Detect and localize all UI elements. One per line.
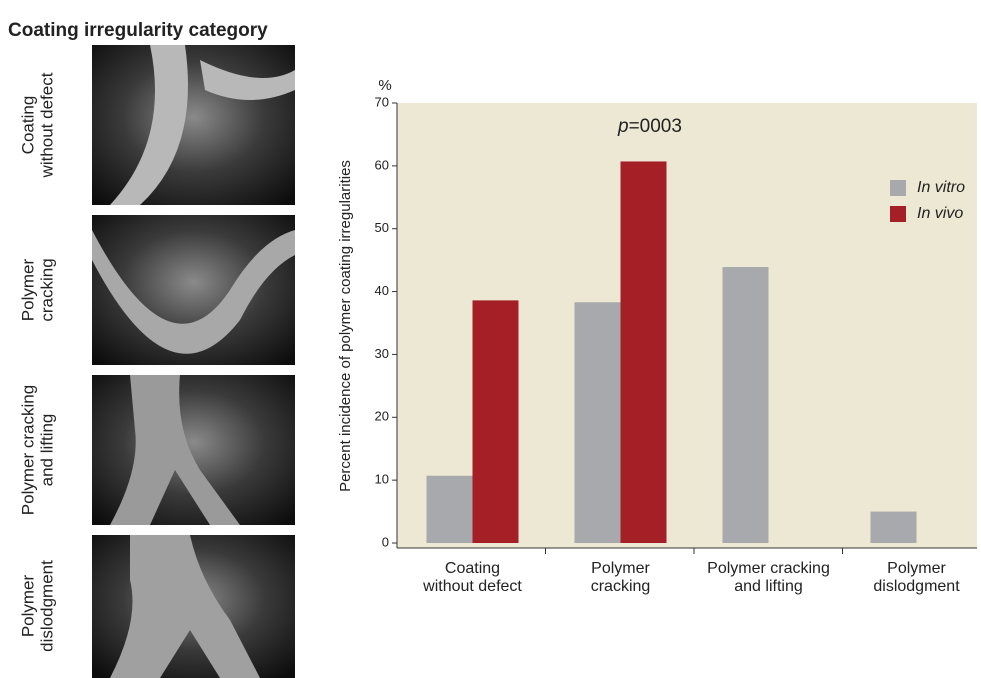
bar xyxy=(473,300,519,543)
bar xyxy=(427,476,473,543)
y-tick-label: 50 xyxy=(375,220,389,235)
legend-label: In vitro xyxy=(917,179,965,196)
bar xyxy=(575,302,621,543)
y-tick-label: 60 xyxy=(375,157,389,172)
legend-swatch xyxy=(890,206,906,222)
image-label: Polymer cracking xyxy=(19,258,56,321)
page: Coating irregularity category % Percent i… xyxy=(0,0,981,678)
legend-label: In vivo xyxy=(917,205,963,222)
y-tick-label: 10 xyxy=(375,472,389,487)
heading: Coating irregularity category xyxy=(8,20,268,41)
y-tick-label: 70 xyxy=(375,94,389,109)
y-tick-label: 20 xyxy=(375,409,389,424)
sem-image xyxy=(92,45,295,205)
annotation-part: =0003 xyxy=(629,116,682,137)
y-unit: % xyxy=(378,77,391,94)
image-label: Polymer dislodgment xyxy=(19,560,56,652)
bar xyxy=(723,267,769,543)
y-axis-label: Percent incidence of polymer coating irr… xyxy=(337,160,354,492)
annotation: p=0003 xyxy=(617,116,682,137)
x-tick-label: Coating without defect xyxy=(423,560,522,595)
sem-images xyxy=(92,45,295,678)
bar xyxy=(871,512,917,543)
annotation-part: p xyxy=(617,116,629,137)
y-tick-label: 0 xyxy=(382,534,389,549)
x-tick-label: Polymer cracking and lifting xyxy=(707,560,830,595)
bar xyxy=(621,161,667,543)
x-tick-label: Polymer cracking xyxy=(591,560,651,595)
y-tick-label: 40 xyxy=(375,283,389,298)
image-label: Polymer cracking and lifting xyxy=(19,385,56,515)
x-tick-label: Polymer dislodgment xyxy=(873,560,959,595)
image-label: Coating without defect xyxy=(19,73,56,178)
legend-swatch xyxy=(890,180,906,196)
y-tick-label: 30 xyxy=(375,346,389,361)
